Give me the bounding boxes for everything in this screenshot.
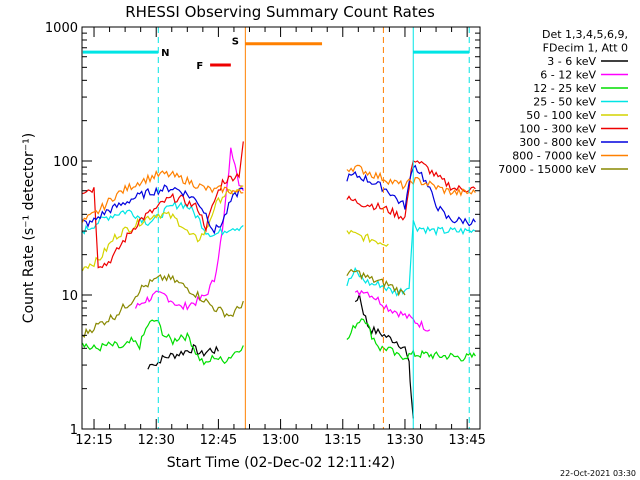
y-tick-label-3: 1000 bbox=[45, 21, 78, 36]
series-line-8-seg-0 bbox=[82, 273, 244, 338]
series-line-7-seg-1 bbox=[346, 164, 476, 197]
x-tick-label-4: 13:15 bbox=[324, 433, 361, 448]
x-tick-label-0: 12:15 bbox=[75, 433, 112, 448]
legend-entry-label-2: 12 - 25 keV bbox=[533, 82, 596, 95]
x-tick-label-1: 12:30 bbox=[137, 433, 174, 448]
series-line-2-seg-0 bbox=[82, 319, 244, 366]
series-line-8-seg-1 bbox=[346, 268, 406, 297]
flag-label-s: S bbox=[232, 37, 239, 48]
y-tick-label-2: 100 bbox=[53, 155, 78, 170]
y-tick-label-0: 1 bbox=[70, 423, 78, 438]
series-line-6-seg-0 bbox=[82, 184, 244, 235]
legend-entry-label-3: 25 - 50 keV bbox=[533, 96, 596, 109]
series-line-1-seg-0 bbox=[134, 147, 244, 311]
legend-entry-label-8: 7000 - 15000 keV bbox=[498, 163, 596, 176]
legend-entry-label-5: 100 - 300 keV bbox=[519, 123, 596, 136]
series-line-2-seg-1 bbox=[346, 318, 476, 362]
legend: Det 1,3,4,5,6,9,FDecim 1, Att 03 - 6 keV… bbox=[498, 28, 628, 176]
legend-header-0: Det 1,3,4,5,6,9, bbox=[542, 28, 628, 41]
series-line-3-seg-0 bbox=[82, 200, 244, 238]
chart-title: RHESSI Observing Summary Count Rates bbox=[125, 3, 435, 21]
flag-label-n: N bbox=[161, 48, 169, 59]
series-line-5-seg-1 bbox=[346, 159, 476, 221]
series-line-4-seg-0 bbox=[82, 185, 244, 272]
legend-header-1: FDecim 1, Att 0 bbox=[543, 42, 628, 55]
series-line-6-seg-1 bbox=[346, 164, 476, 227]
series-line-3-seg-1 bbox=[346, 220, 476, 297]
x-tick-label-2: 12:45 bbox=[200, 433, 237, 448]
legend-entry-label-0: 3 - 6 keV bbox=[547, 55, 596, 68]
series-line-0-seg-1 bbox=[354, 292, 414, 419]
series-line-1-seg-1 bbox=[354, 289, 431, 332]
y-tick-label-1: 10 bbox=[61, 289, 78, 304]
legend-entry-label-7: 800 - 7000 keV bbox=[512, 150, 596, 163]
x-axis-label: Start Time (02-Dec-02 12:11:42) bbox=[167, 455, 395, 471]
series-line-4-seg-1 bbox=[346, 229, 389, 247]
y-axis-label: Count Rate (s⁻¹ detector⁻¹) bbox=[21, 133, 37, 323]
x-tick-label-5: 13:30 bbox=[386, 433, 423, 448]
x-tick-label-6: 13:45 bbox=[448, 433, 485, 448]
flag-label-f: F bbox=[196, 61, 203, 72]
x-tick-label-3: 13:00 bbox=[262, 433, 299, 448]
legend-entry-label-6: 300 - 800 keV bbox=[519, 136, 596, 149]
legend-entry-label-1: 6 - 12 keV bbox=[540, 69, 596, 82]
series-line-5-seg-0 bbox=[82, 141, 244, 269]
footer-date: 22-Oct-2021 03:30 bbox=[560, 469, 636, 478]
series-line-7-seg-0 bbox=[82, 169, 244, 223]
legend-entry-label-4: 50 - 100 keV bbox=[526, 109, 596, 122]
series-line-0-seg-0 bbox=[147, 343, 219, 370]
